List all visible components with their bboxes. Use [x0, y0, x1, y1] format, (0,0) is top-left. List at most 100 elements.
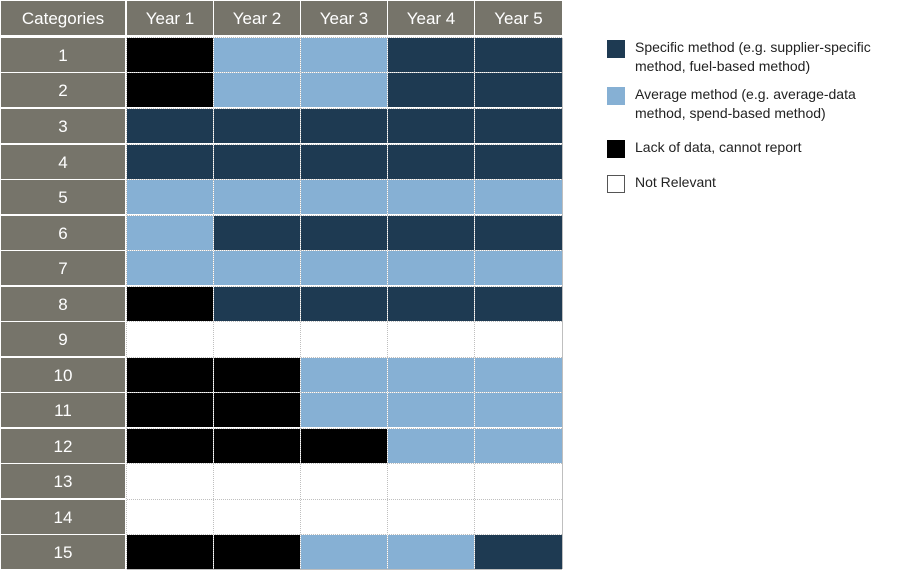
cell-specific	[475, 38, 562, 72]
cell-not-relevant	[214, 464, 300, 498]
cell-not-relevant	[301, 322, 387, 356]
cell-not-relevant	[214, 500, 300, 534]
cell-specific	[301, 216, 387, 250]
category-cell	[1, 429, 125, 463]
category-label: 13	[54, 472, 73, 491]
header-cell-year-2: Year 2	[214, 1, 300, 35]
cell-lack	[214, 393, 300, 427]
cell-specific	[301, 145, 387, 179]
cell-specific	[214, 216, 300, 250]
cell-average	[301, 251, 387, 285]
cell-not-relevant	[475, 322, 562, 356]
cell-specific	[301, 109, 387, 143]
category-cell	[1, 393, 125, 427]
category-cell	[1, 109, 125, 143]
cell-specific	[388, 287, 474, 321]
category-label: 15	[54, 543, 73, 562]
header-cell-year-1: Year 1	[127, 1, 213, 35]
cell-average	[388, 358, 474, 392]
cell-average	[301, 38, 387, 72]
cell-not-relevant	[127, 464, 213, 498]
legend-label: Specific method (e.g. supplier-specific …	[635, 39, 871, 74]
cell-average	[475, 251, 562, 285]
cell-average	[388, 535, 474, 569]
cell-average	[127, 216, 213, 250]
legend-label: Not Relevant	[635, 174, 716, 190]
category-cell	[1, 287, 125, 321]
cell-average	[388, 429, 474, 463]
cell-lack	[214, 535, 300, 569]
cell-specific	[388, 109, 474, 143]
cell-lack	[127, 38, 213, 72]
cell-average	[388, 251, 474, 285]
cell-specific	[475, 145, 562, 179]
cell-specific	[388, 216, 474, 250]
category-label: 6	[58, 224, 67, 243]
category-label: 8	[58, 295, 67, 314]
cell-specific	[475, 216, 562, 250]
cell-not-relevant	[301, 500, 387, 534]
cell-specific	[301, 287, 387, 321]
cell-specific	[475, 73, 562, 107]
cell-not-relevant	[301, 464, 387, 498]
header-label: Year 3	[320, 9, 369, 28]
cell-lack	[127, 429, 213, 463]
category-cell	[1, 38, 125, 72]
cell-lack	[127, 287, 213, 321]
cell-specific	[214, 287, 300, 321]
category-cell	[1, 145, 125, 179]
category-cell	[1, 500, 125, 534]
header-label: Year 5	[494, 9, 543, 28]
cell-not-relevant	[388, 500, 474, 534]
legend-item-average: Average method (e.g. average-data method…	[607, 85, 900, 123]
category-cell	[1, 180, 125, 214]
cell-average	[475, 429, 562, 463]
cell-average	[301, 73, 387, 107]
header-cell-year-5: Year 5	[475, 1, 562, 35]
header-cell-categories: Categories	[1, 1, 125, 35]
header-label: Year 1	[146, 9, 195, 28]
category-label: 12	[54, 437, 73, 456]
category-cell	[1, 251, 125, 285]
cell-specific	[475, 535, 562, 569]
legend-label: Average method (e.g. average-data method…	[635, 86, 856, 121]
category-label: 11	[54, 401, 72, 420]
header-label: Categories	[22, 9, 104, 28]
legend-swatch	[607, 87, 625, 105]
cell-lack	[127, 358, 213, 392]
cell-specific	[214, 109, 300, 143]
legend-item-not-relevant: Not Relevant	[607, 173, 900, 193]
cell-lack	[214, 358, 300, 392]
cell-average	[127, 180, 213, 214]
category-year-table: Categories Year 1 Year 2 Year 3 Year 4 Year 5…	[1, 1, 563, 570]
cell-average	[388, 393, 474, 427]
cell-average	[475, 393, 562, 427]
cell-average	[214, 38, 300, 72]
cell-average	[301, 358, 387, 392]
category-label: 10	[54, 366, 73, 385]
legend-swatch	[607, 175, 625, 193]
cell-lack	[127, 535, 213, 569]
category-label: 7	[58, 259, 67, 278]
category-cell	[1, 358, 125, 392]
category-label: 5	[58, 188, 67, 207]
cell-specific	[388, 73, 474, 107]
cell-not-relevant	[475, 464, 562, 498]
cell-average	[301, 393, 387, 427]
category-cell	[1, 73, 125, 107]
category-label: 2	[58, 81, 67, 100]
legend-swatch	[607, 40, 625, 58]
header-label: Year 4	[407, 9, 456, 28]
category-cell	[1, 216, 125, 250]
header-label: Year 2	[233, 9, 282, 28]
header-cell-year-3: Year 3	[301, 1, 387, 35]
cell-lack	[127, 393, 213, 427]
legend-label: Lack of data, cannot report	[635, 139, 802, 155]
cell-average	[214, 73, 300, 107]
cell-average	[127, 251, 213, 285]
legend-item-lack: Lack of data, cannot report	[607, 138, 900, 158]
cell-not-relevant	[127, 322, 213, 356]
legend-item-specific: Specific method (e.g. supplier-specific …	[607, 38, 900, 76]
cell-not-relevant	[214, 322, 300, 356]
cell-lack	[214, 429, 300, 463]
